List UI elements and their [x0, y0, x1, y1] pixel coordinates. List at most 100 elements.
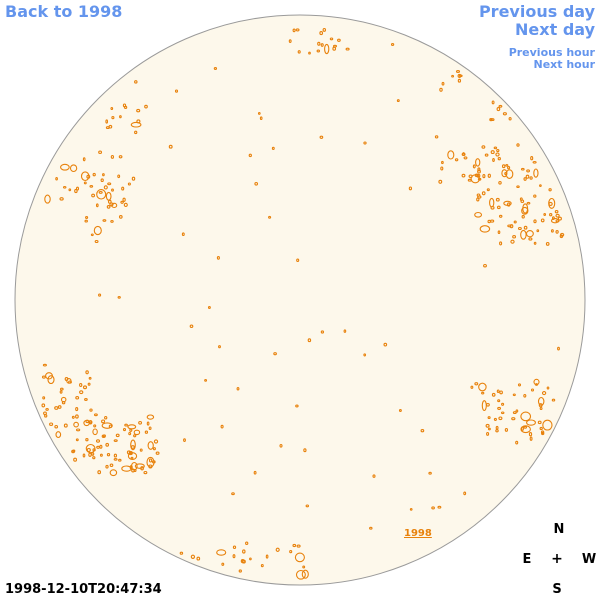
contour-mark: [322, 27, 327, 32]
contour-mark: [493, 417, 497, 421]
contour-mark: [249, 557, 252, 561]
contour-mark: [496, 389, 500, 393]
contour-mark: [85, 438, 89, 442]
contour-mark: [507, 166, 511, 170]
contour-mark: [295, 28, 300, 32]
contour-mark: [539, 426, 543, 431]
contour-mark: [529, 176, 533, 180]
contour-mark: [98, 293, 102, 297]
contour-mark: [275, 547, 280, 552]
contour-mark: [481, 145, 486, 149]
contour-mark: [496, 149, 500, 153]
contour-mark: [124, 423, 128, 427]
contour-mark: [61, 401, 66, 405]
contour-mark: [279, 443, 283, 448]
contour-mark: [260, 563, 264, 568]
contour-mark: [292, 28, 296, 33]
contour-mark: [147, 441, 154, 450]
contour-mark: [463, 156, 468, 160]
contour-mark: [273, 352, 277, 356]
contour-mark: [123, 202, 128, 208]
contour-mark: [143, 470, 148, 475]
contour-mark: [511, 417, 516, 421]
contour-mark: [549, 213, 553, 217]
contour-mark: [42, 396, 46, 400]
contour-mark: [539, 406, 543, 411]
contour-mark: [232, 554, 236, 559]
contour-mark: [522, 203, 529, 214]
contour-mark: [207, 306, 211, 309]
contour-mark: [320, 330, 325, 334]
contour-mark: [134, 80, 138, 84]
contour-mark: [129, 465, 133, 470]
contour-mark: [216, 256, 220, 260]
contour-mark: [520, 425, 531, 434]
contour-mark: [343, 329, 347, 333]
contour-mark: [75, 396, 80, 400]
contour-mark: [75, 414, 79, 419]
back-to-year-link[interactable]: Back to 1998: [5, 2, 123, 21]
previous-day-link[interactable]: Previous day: [478, 2, 595, 21]
contour-mark: [420, 429, 425, 433]
contour-mark: [128, 451, 133, 456]
contour-mark: [93, 413, 98, 417]
contour-mark: [533, 378, 540, 386]
contour-mark: [55, 177, 58, 181]
contour-mark: [117, 174, 121, 179]
contour-mark: [491, 392, 496, 397]
contour-mark: [122, 103, 127, 108]
previous-hour-link[interactable]: Previous hour: [508, 46, 595, 59]
contour-mark: [516, 185, 520, 189]
contour-mark: [130, 439, 136, 451]
contour-mark: [96, 445, 101, 449]
contour-mark: [409, 508, 413, 511]
contour-mark: [431, 506, 435, 510]
contour-mark: [528, 237, 533, 241]
contour-mark: [109, 202, 114, 207]
contour-mark: [324, 43, 330, 55]
contour-mark: [111, 188, 114, 192]
contour-mark: [548, 201, 553, 206]
contour-mark: [498, 214, 503, 218]
contour-mark: [485, 423, 490, 428]
contour-mark: [44, 414, 48, 418]
contour-mark: [369, 526, 373, 530]
contour-mark: [93, 225, 102, 236]
contour-mark: [146, 456, 155, 468]
contour-mark: [438, 179, 443, 184]
contour-mark: [122, 197, 126, 202]
year-link[interactable]: 1998: [404, 528, 432, 539]
contour-mark: [470, 385, 474, 389]
contour-mark: [507, 224, 512, 228]
contour-mark: [54, 424, 59, 429]
contour-mark: [525, 174, 530, 179]
contour-mark: [454, 158, 459, 162]
contour-mark: [128, 431, 132, 436]
contour-mark: [372, 474, 376, 478]
contour-mark: [113, 458, 118, 461]
contour-mark: [520, 199, 525, 204]
next-hour-link[interactable]: Next hour: [533, 58, 596, 71]
contour-mark: [127, 424, 137, 430]
contour-mark: [75, 438, 79, 442]
contour-mark: [434, 135, 439, 139]
contour-mark: [319, 135, 324, 139]
contour-mark: [133, 434, 137, 438]
contour-mark: [475, 158, 481, 167]
contour-mark: [478, 382, 487, 392]
contour-mark: [499, 390, 503, 395]
contour-mark: [49, 422, 54, 426]
contour-mark: [59, 387, 64, 391]
next-day-link[interactable]: Next day: [515, 20, 595, 39]
contour-mark: [133, 429, 141, 436]
contour-mark: [308, 51, 311, 55]
contour-mark: [68, 380, 72, 384]
contour-mark: [555, 213, 560, 218]
contour-mark: [451, 74, 455, 78]
contour-mark: [72, 449, 76, 453]
contour-mark: [87, 382, 91, 386]
contour-mark: [144, 430, 149, 434]
contour-mark: [512, 411, 517, 415]
contour-mark: [505, 163, 509, 167]
